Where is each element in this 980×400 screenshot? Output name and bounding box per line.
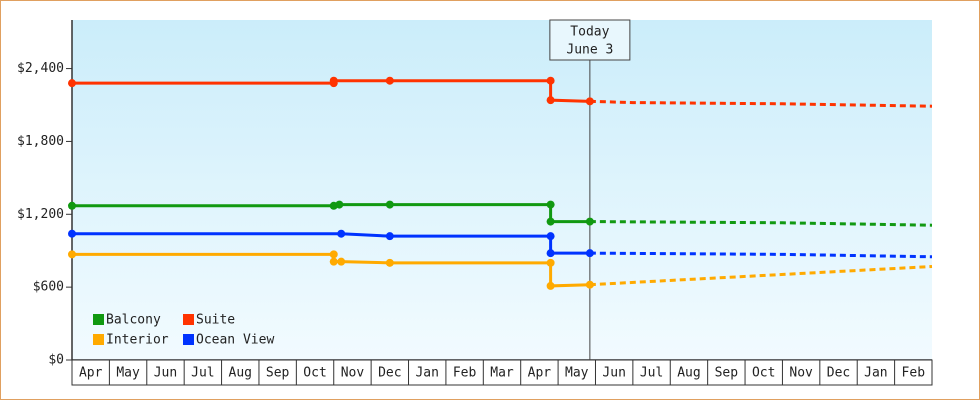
forecast-line — [589, 265, 933, 287]
point — [546, 200, 555, 209]
x-tick-label: May — [565, 366, 589, 381]
x-tick-label: Apr — [79, 366, 103, 381]
point — [337, 229, 346, 238]
x-tick-label: Jan — [864, 366, 887, 381]
x-tick-label: Apr — [528, 366, 552, 381]
today-label: Today — [570, 25, 609, 40]
point — [546, 258, 555, 267]
x-tick-label: Aug — [229, 366, 252, 381]
x-tick-label: Sep — [715, 366, 739, 381]
legend-label: Balcony — [106, 313, 161, 328]
point — [68, 201, 76, 210]
point — [329, 257, 338, 266]
x-tick-label: Jun — [154, 366, 177, 381]
point — [337, 257, 346, 266]
legend-label: Interior — [106, 333, 169, 348]
point — [329, 250, 338, 259]
point — [585, 280, 594, 289]
point — [546, 76, 555, 85]
x-tick-label: Jan — [415, 366, 438, 381]
x-tick-label: Nov — [789, 366, 813, 381]
x-tick-label: Jul — [191, 366, 214, 381]
point — [68, 229, 76, 238]
y-tick-label: $2,400 — [17, 61, 64, 76]
point — [546, 96, 555, 105]
legend-swatch — [183, 334, 194, 345]
point — [385, 200, 394, 209]
x-tick-label: Mar — [490, 366, 514, 381]
point — [68, 79, 76, 88]
point — [546, 232, 555, 241]
x-tick-label: Jun — [602, 366, 625, 381]
x-tick-label: May — [116, 366, 140, 381]
today-label: June 3 — [566, 43, 613, 58]
x-tick-label: Oct — [752, 366, 775, 381]
x-tick-label: Aug — [677, 366, 700, 381]
legend-label: Suite — [196, 313, 235, 328]
plot-area — [72, 20, 932, 360]
point — [585, 249, 594, 258]
y-tick-label: $0 — [48, 353, 64, 368]
x-tick-label: Sep — [266, 366, 290, 381]
point — [329, 76, 338, 85]
point — [546, 217, 555, 226]
legend-swatch — [93, 314, 104, 325]
today-box — [549, 19, 631, 61]
legend-swatch — [93, 334, 104, 345]
x-tick-label: Dec — [827, 366, 850, 381]
point — [335, 200, 344, 209]
forecast-line — [589, 220, 933, 227]
month-row — [71, 359, 933, 386]
point — [585, 217, 594, 226]
legend-label: Ocean View — [196, 333, 274, 348]
y-tick-label: $1,800 — [17, 134, 64, 149]
point — [68, 250, 76, 259]
point — [385, 232, 394, 241]
forecast-line — [589, 251, 933, 259]
point — [385, 258, 394, 267]
x-tick-label: Feb — [453, 366, 477, 381]
point — [385, 76, 394, 85]
forecast-line — [589, 99, 933, 108]
point — [585, 97, 594, 106]
x-tick-label: Jul — [640, 366, 663, 381]
point — [546, 281, 555, 290]
x-tick-label: Nov — [341, 366, 365, 381]
legend-swatch — [183, 314, 194, 325]
x-tick-label: Oct — [303, 366, 326, 381]
point — [546, 249, 555, 258]
x-tick-label: Dec — [378, 366, 401, 381]
price-line — [72, 232, 590, 255]
x-tick-label: Feb — [902, 366, 926, 381]
y-tick-label: $1,200 — [17, 207, 64, 222]
y-tick-label: $600 — [33, 280, 64, 295]
